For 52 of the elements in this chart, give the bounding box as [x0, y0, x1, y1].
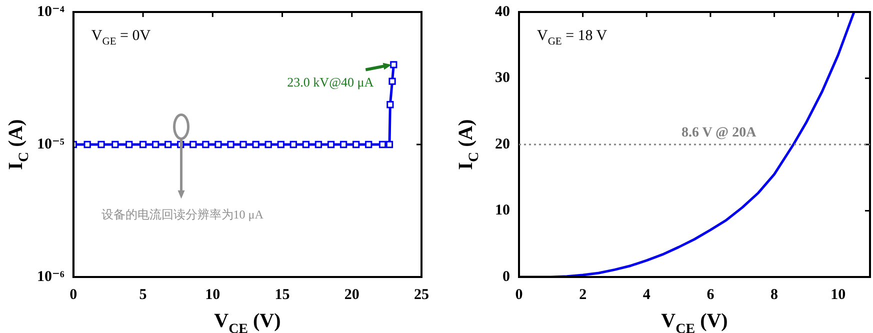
- y-tick-label: 10⁻⁵: [36, 136, 65, 152]
- point: [352, 140, 360, 148]
- x-tick-label: 15: [274, 286, 290, 303]
- x-tick-label: 8: [770, 286, 778, 303]
- point: [386, 140, 394, 148]
- point: [139, 140, 147, 148]
- point: [388, 78, 396, 85]
- point: [386, 101, 394, 108]
- point: [302, 140, 310, 148]
- point: [264, 140, 272, 148]
- point: [202, 140, 210, 148]
- x-tick-label: 20: [344, 286, 360, 303]
- x-tick-label: 2: [579, 286, 587, 303]
- y-tick-label: 30: [495, 70, 510, 86]
- y-axis-title: IC (A): [455, 119, 482, 170]
- point: [98, 140, 105, 148]
- x-tick-label: 0: [515, 286, 523, 303]
- point: [365, 140, 372, 148]
- point: [277, 140, 284, 148]
- ref-line-label: 8.6 V @ 20A: [681, 126, 758, 140]
- point: [227, 140, 234, 148]
- y-tick-label: 0: [502, 268, 510, 285]
- point: [340, 140, 348, 148]
- y-tick-label: 10⁻⁴: [36, 4, 65, 20]
- x-tick-label: 6: [706, 286, 715, 303]
- annotation: 23.0 kV@40 μA: [287, 74, 374, 90]
- point: [290, 140, 297, 148]
- y-tick-label: 10⁻⁶: [36, 268, 65, 285]
- y-tick-label: 40: [495, 4, 510, 20]
- point: [152, 140, 160, 148]
- point: [190, 140, 197, 148]
- point: [214, 140, 222, 148]
- x-tick-label: 5: [139, 286, 147, 303]
- point: [327, 140, 335, 148]
- point: [390, 61, 398, 68]
- y-axis-title: IC (A): [5, 119, 32, 170]
- point: [240, 140, 247, 148]
- x-tick-label: 10: [830, 286, 846, 303]
- y-tick-label: 10: [495, 202, 510, 219]
- point: [84, 140, 91, 148]
- x-tick-label: 4: [642, 286, 651, 303]
- x-tick-label: 25: [414, 286, 429, 303]
- point: [126, 140, 133, 148]
- point: [164, 140, 172, 148]
- point: [378, 140, 386, 148]
- point: [112, 140, 119, 148]
- y-tick-label: 20: [495, 136, 510, 152]
- point: [252, 140, 260, 148]
- x-tick-label: 0: [70, 286, 78, 303]
- point: [314, 140, 322, 148]
- annotation: 设备的电流回读分辨率为10 μA: [101, 208, 264, 222]
- x-tick-label: 10: [205, 286, 220, 303]
